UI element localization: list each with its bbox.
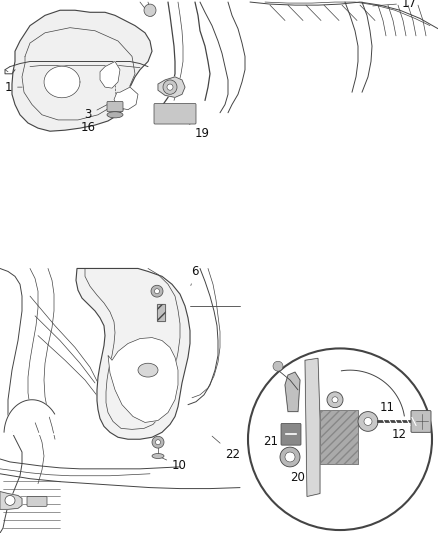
FancyBboxPatch shape [281, 423, 301, 445]
Circle shape [155, 289, 159, 294]
Polygon shape [0, 491, 22, 510]
Polygon shape [114, 87, 138, 110]
Polygon shape [305, 358, 320, 496]
Circle shape [358, 411, 378, 431]
Circle shape [273, 361, 283, 371]
Text: 11: 11 [380, 401, 395, 414]
FancyBboxPatch shape [107, 101, 123, 112]
Circle shape [364, 417, 372, 425]
Text: 22: 22 [212, 436, 240, 461]
Polygon shape [12, 10, 152, 131]
Circle shape [167, 84, 173, 90]
Polygon shape [158, 77, 185, 98]
Ellipse shape [138, 363, 158, 377]
Polygon shape [4, 400, 60, 434]
Text: 3: 3 [84, 102, 113, 122]
Circle shape [151, 285, 163, 297]
Circle shape [332, 397, 338, 403]
Bar [320, 410, 358, 464]
Polygon shape [285, 372, 300, 411]
Polygon shape [100, 61, 120, 88]
Circle shape [327, 392, 343, 408]
Text: 16: 16 [81, 120, 95, 134]
Polygon shape [44, 66, 80, 98]
Polygon shape [76, 269, 190, 439]
Text: 19: 19 [177, 115, 210, 140]
Circle shape [280, 447, 300, 467]
Text: 10: 10 [160, 457, 187, 472]
Circle shape [248, 349, 432, 530]
Text: 1: 1 [4, 80, 22, 94]
Circle shape [285, 452, 295, 462]
Text: 12: 12 [392, 428, 407, 441]
Circle shape [144, 4, 156, 17]
Ellipse shape [152, 454, 164, 458]
Text: 6: 6 [191, 265, 199, 286]
FancyBboxPatch shape [411, 410, 431, 432]
Circle shape [5, 496, 15, 505]
Polygon shape [157, 304, 165, 321]
Text: 17: 17 [373, 0, 417, 10]
Bar [320, 410, 358, 464]
Text: 21: 21 [263, 435, 278, 448]
Ellipse shape [107, 112, 123, 118]
Circle shape [152, 437, 164, 448]
FancyBboxPatch shape [27, 496, 47, 506]
FancyBboxPatch shape [154, 103, 196, 124]
Circle shape [155, 440, 160, 445]
Circle shape [163, 80, 177, 94]
Polygon shape [108, 337, 178, 423]
Text: 20: 20 [290, 471, 305, 484]
